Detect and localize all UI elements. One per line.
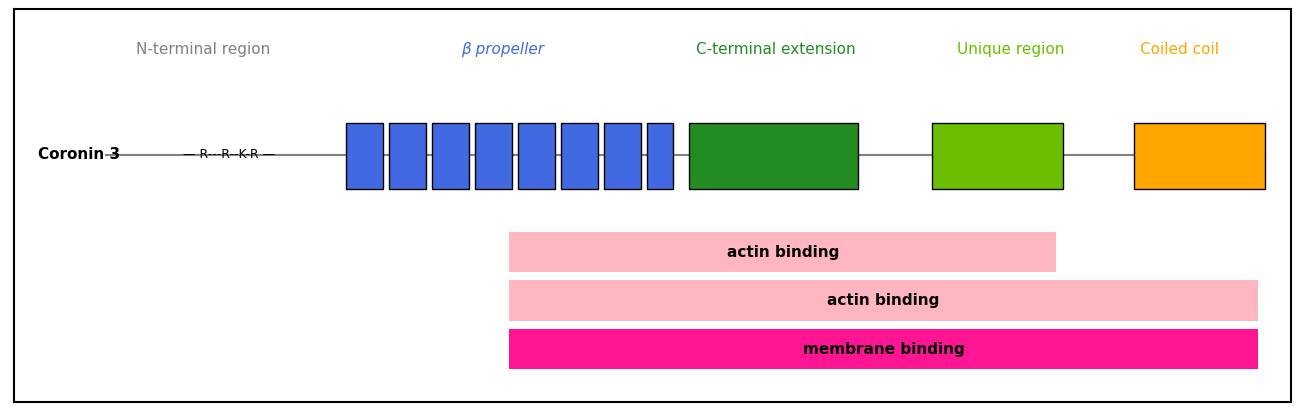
FancyBboxPatch shape — [509, 329, 1258, 369]
FancyBboxPatch shape — [647, 123, 673, 189]
FancyBboxPatch shape — [432, 123, 468, 189]
FancyBboxPatch shape — [509, 280, 1258, 321]
FancyBboxPatch shape — [509, 232, 1056, 272]
Text: C-terminal extension: C-terminal extension — [697, 42, 856, 57]
FancyBboxPatch shape — [475, 123, 512, 189]
Text: actin binding: actin binding — [827, 293, 940, 308]
FancyBboxPatch shape — [389, 123, 425, 189]
FancyBboxPatch shape — [1134, 123, 1265, 189]
Text: actin binding: actin binding — [727, 245, 839, 260]
FancyBboxPatch shape — [604, 123, 641, 189]
Text: N-terminal region: N-terminal region — [136, 42, 270, 57]
Text: β propeller: β propeller — [461, 42, 544, 57]
Text: Unique region: Unique region — [957, 42, 1065, 57]
Text: Coronin 3: Coronin 3 — [38, 147, 120, 162]
FancyBboxPatch shape — [933, 123, 1062, 189]
FancyBboxPatch shape — [561, 123, 598, 189]
Text: Coiled coil: Coiled coil — [1141, 42, 1219, 57]
FancyBboxPatch shape — [347, 123, 382, 189]
FancyBboxPatch shape — [518, 123, 555, 189]
Text: membrane binding: membrane binding — [803, 341, 964, 357]
FancyBboxPatch shape — [689, 123, 859, 189]
Text: — R---R--K-R —: — R---R--K-R — — [183, 149, 275, 162]
